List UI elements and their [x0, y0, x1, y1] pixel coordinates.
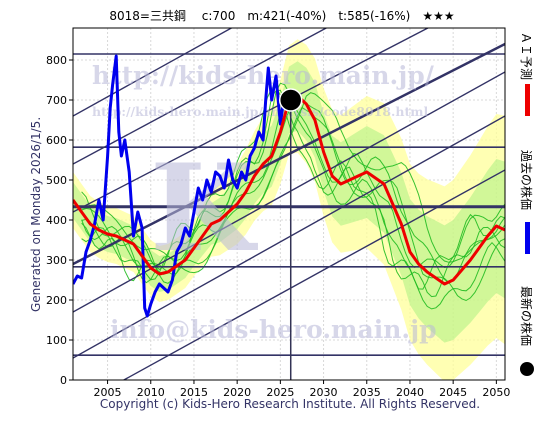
y-tick-label: 700 [46, 94, 67, 107]
y-tick-label: 300 [46, 254, 67, 267]
channel-line [73, 115, 505, 359]
y-tick-label: 600 [46, 134, 67, 147]
legend: ＡＩ予測 過去の株価 最新の株価 [519, 32, 534, 376]
x-tick-label: 2050 [482, 386, 510, 399]
legend-past-price-label: 過去の株価 [519, 150, 534, 210]
legend-ai-forecast-label: ＡＩ予測 [519, 32, 533, 80]
legend-latest-price: 最新の株価 [519, 286, 534, 376]
x-tick-label: 2040 [396, 386, 424, 399]
x-axis-ticks: 2005 2010 2015 2020 2025 2030 2035 2040 2045 2050 [94, 380, 510, 399]
channel-line [73, 42, 505, 266]
x-tick-label: 2015 [180, 386, 208, 399]
legend-ai-forecast-swatch [525, 84, 530, 116]
horizontal-level-lines [73, 53, 505, 357]
generated-label: Generated on Monday 2026/1/5. [29, 117, 43, 312]
channel-line [73, 28, 233, 117]
legend-ai-forecast: ＡＩ予測 [519, 32, 533, 116]
watermark-analysis-url: http://kids-hero.main.jp/analysis/code80… [92, 104, 428, 119]
scenario-line [81, 89, 505, 298]
legend-latest-price-label: 最新の株価 [519, 286, 534, 346]
x-tick-label: 2030 [310, 386, 338, 399]
y-tick-label: 800 [46, 54, 67, 67]
y-tick-label: 500 [46, 174, 67, 187]
chart-title: 8018=三共鋼 c:700 m:421(-40%) t:585(-16%) ★… [109, 9, 454, 23]
watermark-email: info@kids-hero.main.jp [110, 315, 437, 344]
legend-past-price: 過去の株価 [519, 150, 534, 254]
latest-price-dot [278, 88, 303, 112]
x-tick-label: 2020 [223, 386, 251, 399]
legend-past-price-swatch [525, 222, 530, 254]
channel-lines [73, 28, 505, 380]
past-price-line [73, 54, 291, 318]
legend-latest-price-dot [520, 362, 534, 376]
y-axis-ticks: 0 100 200 300 400 500 600 700 800 [46, 54, 73, 387]
x-tick-label: 2035 [353, 386, 381, 399]
forecast-band-inner [73, 61, 505, 343]
x-tick-label: 2005 [94, 386, 122, 399]
watermark-url: http://kids-hero.main.jp/ [92, 61, 435, 90]
y-tick-label: 200 [46, 294, 67, 307]
watermark-group: K http://kids-hero.main.jp/ http://kids-… [92, 61, 437, 344]
y-tick-label: 400 [46, 214, 67, 227]
copyright-footer: Copyright (c) Kids-Hero Research Institu… [100, 397, 480, 411]
channel-line [73, 28, 328, 165]
x-tick-label: 2010 [137, 386, 165, 399]
x-tick-label: 2045 [439, 386, 467, 399]
y-tick-label: 100 [46, 334, 67, 347]
x-tick-label: 2025 [266, 386, 294, 399]
plot-frame [72, 27, 506, 381]
scenario-line [81, 86, 505, 290]
forecast-band-outer [73, 39, 505, 380]
channel-line [122, 169, 505, 380]
y-tick-label: 0 [60, 374, 67, 387]
scenario-line [81, 92, 505, 274]
watermark-big-k: K [150, 138, 258, 279]
